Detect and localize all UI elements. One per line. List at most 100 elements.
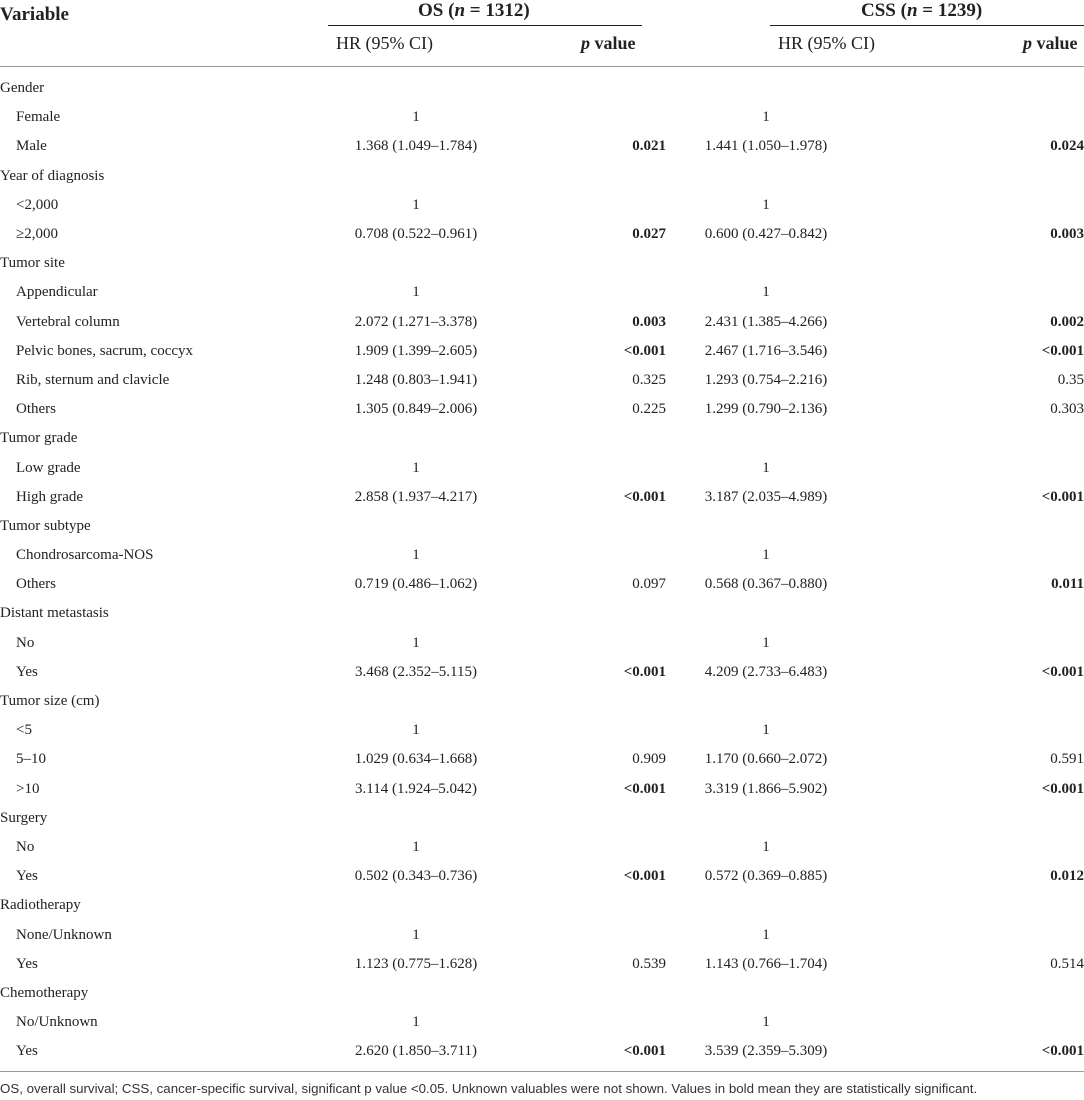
os-p-cell: 0.909 [632, 751, 666, 768]
os-p-cell [516, 979, 666, 1008]
os-p-cell [516, 162, 666, 191]
os-hr-cell [316, 891, 516, 920]
os-hr-cell [316, 74, 516, 103]
os-hr-cell: 1.123 (0.775–1.628) [354, 955, 478, 972]
table-row: High grade 2.858 (1.937–4.217) <0.001 3.187… [0, 483, 1084, 512]
css-p-cell: 0.024 [1050, 138, 1084, 155]
variable-cell: Chemotherapy [0, 984, 89, 1001]
os-p-cell [516, 920, 666, 949]
os-hr-cell: 1 [412, 109, 420, 126]
css-p-cell: 0.591 [1050, 751, 1084, 768]
css-p-cell [866, 891, 1084, 920]
css-hr-cell [666, 979, 866, 1008]
table-row: 5–10 1.029 (0.634–1.668) 0.909 1.170 (0.660… [0, 745, 1084, 774]
os-hr-cell: 1 [412, 838, 420, 855]
os-hr-cell [316, 599, 516, 628]
css-hr-cell: 1 [762, 634, 770, 651]
os-hr-cell: 0.719 (0.486–1.062) [354, 576, 478, 593]
os-hr-cell: 2.858 (1.937–4.217) [354, 488, 478, 505]
os-p-italic: p [581, 33, 590, 53]
os-p-cell: 0.225 [632, 401, 666, 418]
os-hr-cell [316, 979, 516, 1008]
table-row: Yes 1.123 (0.775–1.628) 0.539 1.143 (0.766–… [0, 950, 1084, 979]
variable-cell: Radiotherapy [0, 897, 81, 914]
os-hr-cell: 1.029 (0.634–1.668) [354, 751, 478, 768]
os-hr-cell: 0.708 (0.522–0.961) [354, 226, 478, 243]
css-group-prefix: CSS ( [861, 0, 907, 21]
variable-cell: No/Unknown [16, 1014, 98, 1031]
os-hr-cell [316, 249, 516, 278]
css-hr-cell: 1 [762, 722, 770, 739]
css-p-rest: value [1032, 33, 1078, 53]
variable-cell: Surgery [0, 809, 48, 826]
css-p-cell: <0.001 [1041, 780, 1084, 797]
os-hr-cell: 1.909 (1.399–2.605) [354, 342, 478, 359]
table-row: Rib, sternum and clavicle 1.248 (0.803–1.… [0, 366, 1084, 395]
os-n-label: n [454, 0, 466, 21]
footnote: OS, overall survival; CSS, cancer-specif… [0, 1081, 978, 1096]
css-p-cell: 0.011 [1051, 576, 1084, 593]
table-row: Chemotherapy [0, 979, 1084, 1008]
os-hr-cell: 2.072 (1.271–3.378) [354, 313, 478, 330]
os-hr-cell: 1 [412, 722, 420, 739]
os-group-prefix: OS ( [418, 0, 455, 21]
os-p-cell: 0.021 [632, 138, 666, 155]
css-hr-cell: 1 [762, 196, 770, 213]
variable-cell: High grade [16, 488, 84, 505]
os-hr-cell [316, 162, 516, 191]
variable-cell: Yes [16, 663, 38, 680]
variable-cell: Tumor subtype [0, 517, 91, 534]
os-hr-cell: 1 [412, 547, 420, 564]
css-hr-cell: 3.539 (2.359–5.309) [704, 1043, 828, 1060]
variable-cell: Yes [16, 868, 38, 885]
table-row: Chondrosarcoma-NOS 1 1 [0, 541, 1084, 570]
css-hr-cell: 1.170 (0.660–2.072) [704, 751, 828, 768]
os-p-cell [516, 512, 666, 541]
table-row: Surgery [0, 804, 1084, 833]
os-hr-cell: 1 [412, 196, 420, 213]
variable-cell: <2,000 [16, 196, 59, 213]
css-hr-cell: 1 [762, 547, 770, 564]
table-row: Yes 3.468 (2.352–5.115) <0.001 4.209 (2.733… [0, 658, 1084, 687]
css-p-cell [866, 278, 1084, 307]
css-p-cell: 0.002 [1050, 313, 1084, 330]
table-row: Others 1.305 (0.849–2.006) 0.225 1.299 (0.7… [0, 395, 1084, 424]
os-hr-cell: 3.114 (1.924–5.042) [355, 780, 477, 797]
os-p-cell: <0.001 [623, 780, 666, 797]
variable-cell: Rib, sternum and clavicle [16, 371, 170, 388]
os-n-value: = 1312) [465, 0, 530, 21]
variable-cell: Female [16, 109, 61, 126]
os-hr-cell: 3.468 (2.352–5.115) [355, 663, 477, 680]
table-row: No/Unknown 1 1 [0, 1008, 1084, 1037]
table-row: Tumor site [0, 249, 1084, 278]
table-row: Distant metastasis [0, 599, 1084, 628]
css-p-cell [866, 512, 1084, 541]
os-hr-cell [316, 424, 516, 453]
table-row: Gender [0, 74, 1084, 103]
css-p-cell [866, 191, 1084, 220]
os-group-rule [328, 25, 642, 26]
css-hr-cell: 1 [762, 459, 770, 476]
css-hr-cell: 3.187 (2.035–4.989) [704, 488, 828, 505]
os-p-cell: 0.097 [632, 576, 666, 593]
os-p-cell [516, 278, 666, 307]
css-p-cell [866, 103, 1084, 132]
variable-cell: None/Unknown [16, 926, 112, 943]
os-p-cell [516, 1008, 666, 1037]
variable-cell: >10 [16, 780, 40, 797]
os-p-header: p value [581, 33, 636, 54]
css-p-cell [866, 833, 1084, 862]
css-p-cell [866, 453, 1084, 482]
table-row: Others 0.719 (0.486–1.062) 0.097 0.568 (0.3… [0, 570, 1084, 599]
css-hr-cell: 0.568 (0.367–0.880) [704, 576, 828, 593]
variable-cell: Tumor grade [0, 430, 78, 447]
results-table-body: Gender Female 1 1 Male 1.368 (1.049–1.784) 0.0… [0, 74, 1084, 1066]
css-hr-cell [666, 512, 866, 541]
css-hr-cell: 2.467 (1.716–3.546) [704, 342, 828, 359]
os-p-cell [516, 629, 666, 658]
os-hr-cell: 1 [412, 926, 420, 943]
variable-cell: Low grade [16, 459, 81, 476]
variable-cell: 5–10 [16, 751, 46, 768]
css-hr-cell: 3.319 (1.866–5.902) [704, 780, 828, 797]
css-p-cell: 0.012 [1050, 868, 1084, 885]
